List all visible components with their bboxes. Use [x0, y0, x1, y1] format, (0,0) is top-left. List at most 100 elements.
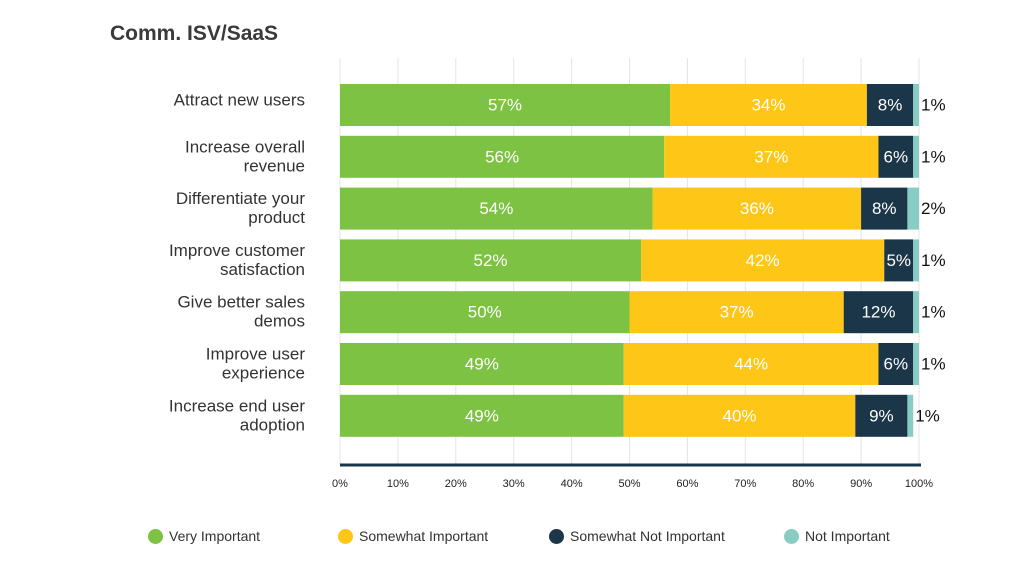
data-label: 54%	[479, 199, 513, 218]
bar-segment	[913, 291, 919, 334]
bar-segment	[843, 291, 914, 334]
data-label: 2%	[921, 199, 946, 218]
data-label: 44%	[734, 354, 768, 373]
bar-segment	[340, 135, 665, 178]
bar-segment	[884, 239, 914, 282]
bar-segment	[913, 343, 919, 385]
data-label: 1%	[921, 303, 946, 322]
data-label: 40%	[722, 406, 756, 425]
data-label: 1%	[921, 147, 946, 166]
category-label: Increase overall	[185, 137, 305, 156]
data-label: 52%	[474, 251, 508, 270]
data-label: 8%	[878, 95, 903, 114]
data-label: 56%	[485, 147, 519, 166]
bar-segment	[652, 187, 862, 230]
bar-segment	[907, 394, 914, 437]
category-label: experience	[222, 363, 305, 382]
legend-item: Very Important	[148, 528, 260, 544]
category-label: Differentiate your	[176, 189, 305, 208]
bar-segment	[861, 187, 908, 230]
category-label: Give better sales	[177, 293, 305, 312]
data-label: 12%	[861, 303, 895, 322]
x-tick-label: 90%	[850, 478, 872, 490]
legend-item: Somewhat Not Important	[549, 528, 725, 544]
data-label: 42%	[746, 251, 780, 270]
legend-item: Somewhat Important	[338, 528, 488, 544]
bar-segment	[340, 343, 624, 385]
data-label: 9%	[869, 406, 894, 425]
bar-segment	[340, 394, 624, 437]
data-label: 1%	[921, 251, 946, 270]
x-tick-label: 30%	[503, 478, 525, 490]
category-label: satisfaction	[220, 260, 305, 279]
bar-segment	[629, 291, 844, 334]
bar-segment	[913, 84, 919, 126]
bar-segment	[623, 343, 879, 385]
data-label: 36%	[740, 199, 774, 218]
x-tick-label: 100%	[905, 478, 933, 490]
bar-segment	[670, 84, 867, 126]
data-label: 6%	[884, 147, 909, 166]
bar-segment	[913, 135, 919, 178]
category-label: product	[248, 208, 305, 227]
data-label: 37%	[720, 303, 754, 322]
legend-swatch	[338, 528, 353, 544]
data-label: 34%	[751, 95, 785, 114]
bars: Attract new users 57% 34% 8% 1%Increase over…	[169, 84, 946, 437]
data-label: 1%	[921, 95, 946, 114]
legend-swatch	[549, 528, 564, 544]
category-label: Improve user	[206, 344, 306, 363]
bar-segment	[340, 291, 630, 334]
bar-segment	[641, 239, 885, 282]
data-label: 1%	[921, 354, 946, 373]
category-label: demos	[254, 312, 305, 331]
bar-segment	[340, 84, 671, 126]
x-axis: 0% 10% 20% 30% 40% 50% 60% 70% 80% 90% 100%	[332, 463, 933, 490]
x-tick-label: 20%	[445, 478, 467, 490]
legend-swatch	[784, 528, 799, 544]
bar-segment	[907, 187, 919, 230]
data-label: 6%	[884, 354, 909, 373]
bar-segment	[878, 343, 914, 385]
x-tick-label: 70%	[734, 478, 756, 490]
bar-segment	[878, 135, 914, 178]
bar-segment	[340, 239, 642, 282]
chart-title: Comm. ISV/SaaS	[110, 22, 279, 45]
x-tick-label: 60%	[676, 478, 698, 490]
legend-label: Not Important	[805, 528, 890, 544]
data-label: 1%	[915, 406, 940, 425]
legend-item: Not Important	[784, 528, 890, 544]
data-label: 37%	[754, 147, 788, 166]
data-label: 50%	[468, 303, 502, 322]
bar-segment	[340, 187, 653, 230]
bar-segment	[623, 394, 856, 437]
bar-segment	[664, 135, 879, 178]
category-label: Increase end user	[169, 396, 305, 415]
x-tick-label: 80%	[792, 478, 814, 490]
data-label: 57%	[488, 95, 522, 114]
x-tick-label: 40%	[561, 478, 583, 490]
x-tick-label: 0%	[332, 478, 348, 490]
category-label: Improve customer	[169, 241, 305, 260]
data-label: 5%	[886, 251, 911, 270]
bar-segment	[866, 84, 914, 126]
category-label: Attract new users	[174, 90, 305, 109]
x-tick-label: 50%	[618, 478, 640, 490]
legend-label: Very Important	[169, 528, 261, 544]
data-label: 8%	[872, 199, 897, 218]
legend-label: Somewhat Important	[359, 528, 489, 544]
bar-row: Attract new users 57% 34% 8% 1%	[174, 84, 946, 126]
category-label: adoption	[240, 415, 305, 434]
legend-label: Somewhat Not Important	[570, 528, 725, 544]
bar-segment	[855, 394, 908, 437]
category-label: revenue	[244, 156, 305, 175]
data-label: 49%	[465, 354, 499, 373]
x-tick-label: 10%	[387, 478, 409, 490]
